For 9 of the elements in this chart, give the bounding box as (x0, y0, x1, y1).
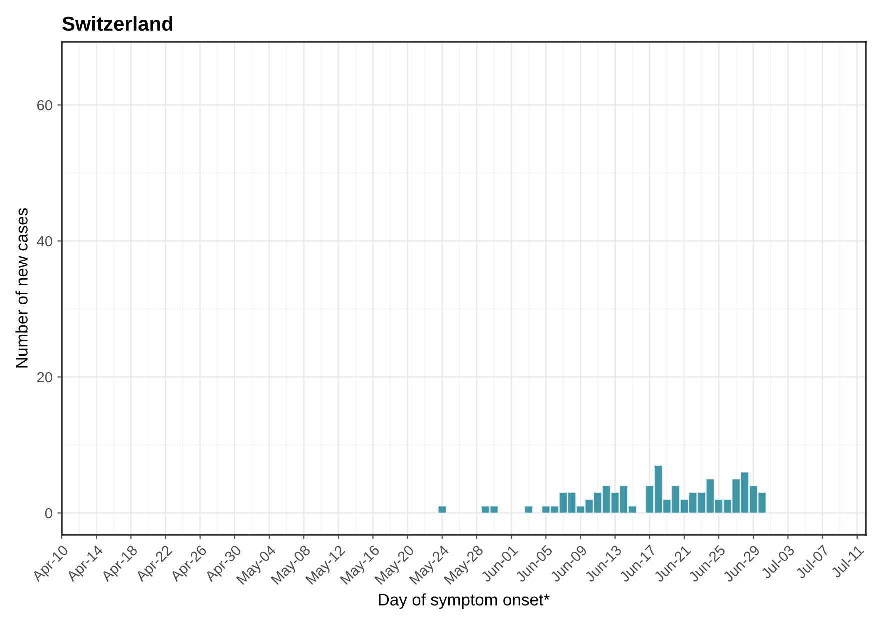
bar (438, 506, 447, 514)
y-tick-label: 0 (45, 508, 52, 519)
y-tick-label: 20 (37, 372, 52, 383)
bar (524, 506, 534, 514)
chart-title: Switzerland (62, 16, 173, 32)
y-axis-title: Number of new cases (16, 208, 28, 368)
x-axis-title: Day of symptom onset* (379, 594, 550, 610)
y-tick-label: 40 (37, 236, 52, 247)
y-tick-label: 60 (37, 100, 52, 111)
